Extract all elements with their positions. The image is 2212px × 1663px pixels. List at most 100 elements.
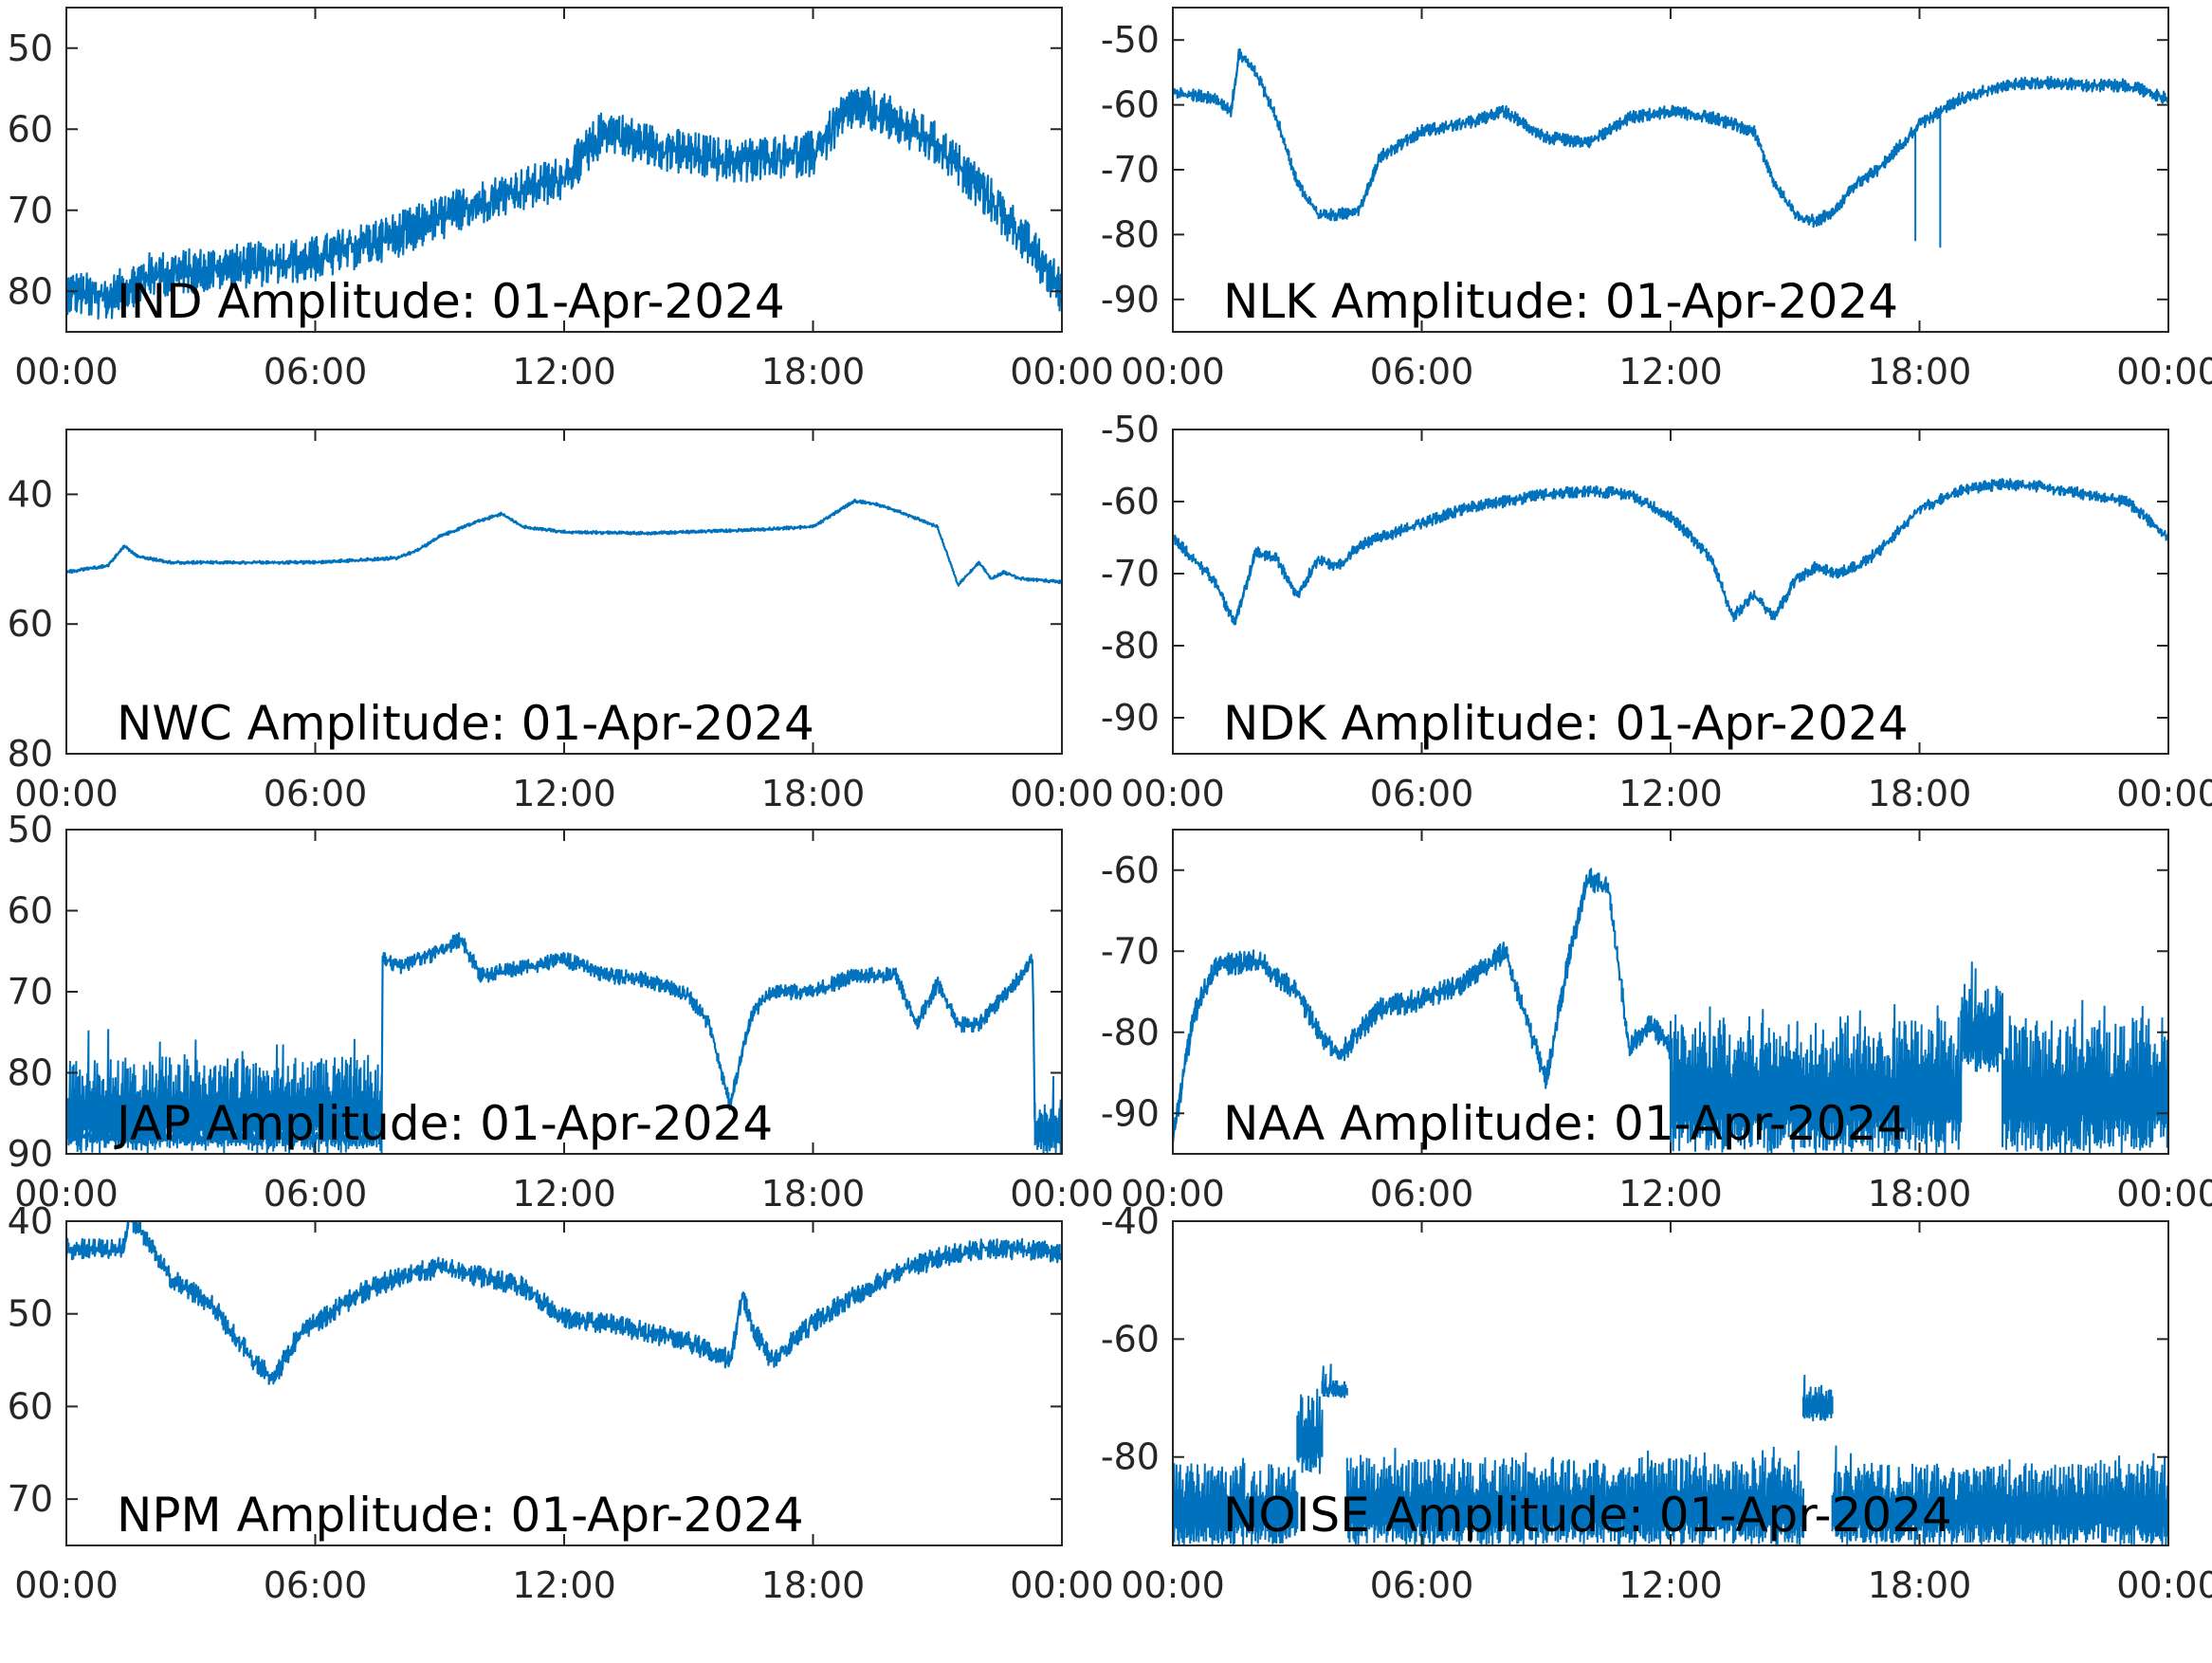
panel-title: NWC Amplitude: 01-Apr-2024	[117, 696, 814, 751]
y-tick-label: 70	[8, 1478, 53, 1520]
subplot-8: 00:00 06:00 12:00 18:00 00:00 -40 -60 -80 NOISE …	[1101, 1200, 2212, 1606]
plot-area	[1173, 868, 2168, 1154]
panel-title: JAP Amplitude: 01-Apr-2024	[114, 1096, 773, 1151]
plot-area	[66, 86, 1062, 320]
noise-band-1	[1173, 1457, 1299, 1545]
y-tick-label: -70	[1101, 930, 1160, 972]
y-tick-label: -90	[1101, 279, 1160, 320]
plot-area	[66, 498, 1062, 587]
x-tick-label: 00:00	[1010, 351, 1114, 393]
x-tick-label: 00:00	[14, 1564, 119, 1606]
y-tick-label: -90	[1101, 697, 1160, 739]
subplot-4: 00:00 06:00 12:00 18:00 00:00 -50 -60 -70 -80 -90…	[1101, 409, 2212, 814]
noise-band-2	[1960, 961, 2003, 1073]
series-line-1	[66, 86, 1062, 320]
x-tick-label: 06:00	[264, 1173, 368, 1215]
plot-area	[1173, 48, 2168, 248]
x-tick-label: 00:00	[1121, 1173, 1225, 1215]
y-tick-label: -80	[1101, 213, 1160, 255]
x-tick-label: 00:00	[1121, 1564, 1225, 1606]
x-tick-label: 06:00	[264, 1564, 368, 1606]
x-tick-label: 18:00	[761, 1564, 866, 1606]
y-tick-label: -60	[1101, 850, 1160, 891]
panel-title: NOISE Amplitude: 01-Apr-2024	[1223, 1488, 1952, 1543]
x-tick-label: 00:00	[1121, 351, 1225, 393]
x-tick-label: 12:00	[1618, 773, 1723, 814]
x-tick-label: 06:00	[264, 773, 368, 814]
x-tick-label: 00:00	[2116, 773, 2212, 814]
x-tick-label: 12:00	[512, 351, 616, 393]
y-tick-label: -60	[1101, 84, 1160, 126]
x-tick-label: 12:00	[512, 773, 616, 814]
y-tick-label: 50	[8, 27, 53, 69]
x-tick-label: 18:00	[1868, 1173, 1972, 1215]
x-tick-label: 18:00	[761, 773, 866, 814]
noise-band-2	[1296, 1388, 1324, 1474]
x-tick-label: 06:00	[1370, 1173, 1474, 1215]
plot-area	[1173, 1363, 2168, 1545]
y-tick-label: 70	[8, 190, 53, 231]
series-line-1	[66, 932, 1062, 1147]
x-tick-label: 18:00	[1868, 1564, 1972, 1606]
x-tick-label: 00:00	[1010, 1173, 1114, 1215]
x-tick-label: 00:00	[1121, 773, 1225, 814]
x-tick-label: 00:00	[2116, 1564, 2212, 1606]
y-tick-label: 70	[8, 971, 53, 1013]
y-tick-label: -80	[1101, 1436, 1160, 1478]
panel-title: IND Amplitude: 01-Apr-2024	[117, 274, 785, 329]
panel-title: NDK Amplitude: 01-Apr-2024	[1223, 696, 1909, 751]
y-tick-label: 80	[8, 733, 53, 775]
y-tick-label: -70	[1101, 553, 1160, 594]
y-tick-label: 60	[8, 890, 53, 932]
y-tick-label: 40	[8, 473, 53, 515]
x-tick-label: 06:00	[1370, 773, 1474, 814]
y-tick-label: 80	[8, 270, 53, 312]
y-tick-label: 90	[8, 1133, 53, 1175]
x-tick-label: 12:00	[1618, 351, 1723, 393]
series-line-1	[1173, 48, 2168, 228]
series-line-1	[1173, 478, 2168, 626]
x-tick-label: 12:00	[512, 1564, 616, 1606]
noise-band-4	[1345, 1446, 1804, 1545]
x-tick-label: 00:00	[1010, 1564, 1114, 1606]
y-tick-label: 80	[8, 1052, 53, 1094]
plot-area	[1173, 478, 2168, 626]
noise-band-3	[1321, 1363, 1348, 1398]
x-tick-label: 06:00	[1370, 351, 1474, 393]
y-tick-label: -80	[1101, 1012, 1160, 1053]
panel-title: NPM Amplitude: 01-Apr-2024	[117, 1488, 804, 1543]
x-tick-label: 06:00	[1370, 1564, 1474, 1606]
x-tick-label: 18:00	[761, 351, 866, 393]
y-tick-label: -70	[1101, 149, 1160, 191]
x-tick-label: 00:00	[2116, 1173, 2212, 1215]
noise-band-5	[1802, 1374, 1834, 1422]
subplot-2: 00:00 06:00 12:00 18:00 00:00 -50 -60 -70 -80 -90…	[1101, 7, 2212, 393]
noise-band-1	[1670, 1004, 1963, 1154]
plot-area	[66, 1221, 1062, 1385]
y-tick-label: -60	[1101, 481, 1160, 522]
x-tick-label: 00:00	[14, 351, 119, 393]
plot-area	[66, 932, 1062, 1154]
y-tick-label: 60	[8, 1385, 53, 1427]
x-tick-label: 18:00	[761, 1173, 866, 1215]
noise-band-3	[2002, 999, 2168, 1154]
y-tick-label: 60	[8, 108, 53, 150]
series-line-1	[66, 498, 1062, 587]
y-tick-label: -50	[1101, 409, 1160, 450]
subplot-1: 00:00 06:00 12:00 18:00 00:00 50 60 70 80 IND Amp…	[8, 7, 1114, 393]
noise-band-1	[66, 1029, 383, 1154]
subplot-3: 00:00 06:00 12:00 18:00 00:00 40 60 80 NWC Ampli…	[8, 429, 1114, 814]
subplot-6: 00:00 06:00 12:00 18:00 00:00 -60 -70 -80 -90 NAA…	[1101, 829, 2212, 1215]
x-tick-label: 00:00	[14, 773, 119, 814]
y-tick-label: -90	[1101, 1092, 1160, 1134]
y-tick-label: 40	[8, 1200, 53, 1242]
x-tick-label: 12:00	[1618, 1564, 1723, 1606]
x-tick-label: 12:00	[1618, 1173, 1723, 1215]
panel-title: NLK Amplitude: 01-Apr-2024	[1223, 274, 1898, 329]
noise-band-6	[1831, 1445, 2168, 1545]
y-tick-label: 50	[8, 1293, 53, 1335]
series-line-1	[1173, 868, 1673, 1145]
x-tick-label: 18:00	[1868, 351, 1972, 393]
